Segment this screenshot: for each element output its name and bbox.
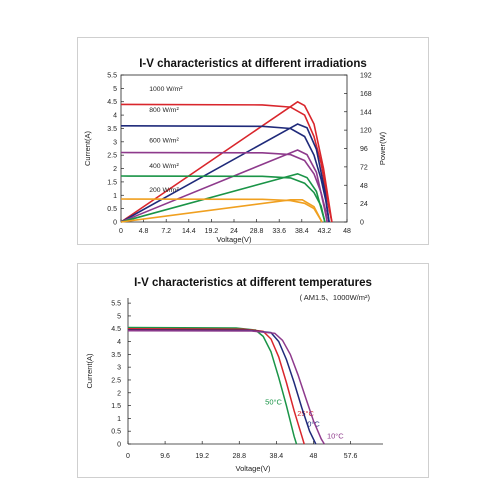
series-label-5: 200 W/m² bbox=[149, 187, 179, 194]
x-tick-label: 43.2 bbox=[318, 228, 332, 235]
x-tick-label: 33.6 bbox=[272, 228, 286, 235]
irradiation-chart: I-V characteristics at different irradia… bbox=[83, 58, 387, 244]
y-axis-label: Current(A) bbox=[85, 353, 94, 389]
series-label-4: 400 W/m² bbox=[149, 163, 179, 170]
y-tick-label: 4 bbox=[113, 113, 117, 120]
power-curve-5 bbox=[120, 199, 323, 223]
x-tick-label: 0 bbox=[119, 228, 123, 235]
y2-tick-label: 72 bbox=[360, 164, 368, 171]
iv-curve-2 bbox=[127, 327, 305, 445]
x-tick-label: 9.6 bbox=[160, 453, 170, 460]
y-tick-label: 4.5 bbox=[111, 326, 121, 333]
y2-tick-label: 120 bbox=[360, 128, 372, 135]
y-axis-label: Current(A) bbox=[83, 130, 92, 166]
y-tick-label: 2 bbox=[117, 390, 121, 397]
y-tick-label: 4 bbox=[117, 339, 121, 346]
chart-title: I-V characteristics at different tempera… bbox=[134, 277, 372, 289]
y2-tick-label: 24 bbox=[360, 201, 368, 208]
chart-subtitle: ( AM1.5、1000W/m²) bbox=[300, 293, 371, 302]
y2-tick-label: 192 bbox=[360, 73, 372, 80]
x-tick-label: 57.6 bbox=[344, 453, 358, 460]
x-axis-label: Voltage(V) bbox=[235, 464, 271, 473]
x-tick-label: 38.4 bbox=[295, 228, 309, 235]
x-tick-label: 38.4 bbox=[270, 453, 284, 460]
x-tick-label: 14.4 bbox=[182, 228, 196, 235]
x-axis-label: Voltage(V) bbox=[216, 235, 252, 244]
y-tick-label: 1 bbox=[113, 193, 117, 200]
y2-tick-label: 96 bbox=[360, 146, 368, 153]
y-tick-label: 3.5 bbox=[107, 126, 117, 133]
y-tick-label: 4.5 bbox=[107, 99, 117, 106]
y2-tick-label: 48 bbox=[360, 183, 368, 190]
y2-tick-label: 0 bbox=[360, 220, 364, 227]
y-tick-label: 1.5 bbox=[107, 179, 117, 186]
y-tick-label: 1.5 bbox=[111, 403, 121, 410]
x-tick-label: 4.8 bbox=[139, 228, 149, 235]
y2-axis-label: Power(W) bbox=[378, 131, 387, 165]
iv-curve-1 bbox=[127, 326, 298, 445]
x-tick-label: 28.8 bbox=[232, 453, 246, 460]
x-tick-label: 19.2 bbox=[195, 453, 209, 460]
x-tick-label: 28.8 bbox=[250, 228, 264, 235]
y-tick-label: 1 bbox=[117, 416, 121, 423]
y-tick-label: 0.5 bbox=[107, 206, 117, 213]
series-label-2: 800 W/m² bbox=[149, 107, 179, 114]
y-tick-label: 5.5 bbox=[111, 301, 121, 308]
temperature-chart-panel: I-V characteristics at different tempera… bbox=[77, 263, 429, 478]
x-tick-label: 24 bbox=[230, 228, 238, 235]
x-tick-label: 7.2 bbox=[161, 228, 171, 235]
series-label-4: 10°C bbox=[327, 431, 344, 440]
y-tick-label: 3 bbox=[117, 365, 121, 372]
y2-tick-label: 168 bbox=[360, 91, 372, 98]
y-tick-label: 3.5 bbox=[111, 352, 121, 359]
power-curve-4 bbox=[120, 172, 326, 223]
y-tick-label: 3 bbox=[113, 139, 117, 146]
chart-title: I-V characteristics at different irradia… bbox=[139, 58, 367, 70]
series-label-1: 50°C bbox=[265, 397, 282, 406]
y-tick-label: 5 bbox=[117, 313, 121, 320]
x-tick-label: 48 bbox=[343, 228, 351, 235]
y-tick-label: 2 bbox=[113, 166, 117, 173]
y-tick-label: 0.5 bbox=[111, 429, 121, 436]
iv-curve-4 bbox=[127, 330, 325, 445]
series-label-3: 600 W/m² bbox=[149, 137, 179, 144]
series-label-2: 25°C bbox=[297, 409, 314, 418]
y-tick-label: 5.5 bbox=[107, 73, 117, 80]
x-tick-label: 0 bbox=[126, 453, 130, 460]
x-tick-label: 48 bbox=[310, 453, 318, 460]
series-label-1: 1000 W/m² bbox=[149, 86, 183, 93]
y-tick-label: 2.5 bbox=[107, 153, 117, 160]
irradiation-chart-panel: I-V characteristics at different irradia… bbox=[77, 37, 429, 245]
temperature-chart: I-V characteristics at different tempera… bbox=[85, 277, 383, 473]
y-tick-label: 5 bbox=[113, 86, 117, 93]
power-curve-1 bbox=[120, 100, 333, 223]
y2-tick-label: 144 bbox=[360, 109, 372, 116]
y-tick-label: 0 bbox=[117, 442, 121, 449]
y-tick-label: 2.5 bbox=[111, 377, 121, 384]
x-tick-label: 19.2 bbox=[205, 228, 219, 235]
series-label-3: 0°C bbox=[307, 420, 320, 429]
y-tick-label: 0 bbox=[113, 220, 117, 227]
power-curve-2 bbox=[120, 123, 330, 223]
power-curve-3 bbox=[120, 149, 328, 223]
